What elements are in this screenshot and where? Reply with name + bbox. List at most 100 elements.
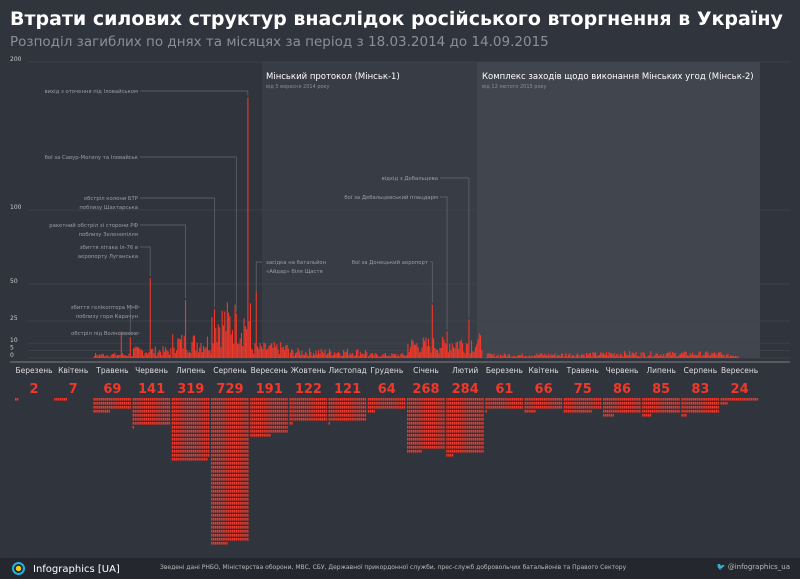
casualty-dot — [200, 442, 202, 445]
casualty-dot — [584, 398, 587, 401]
daily-bar — [501, 355, 503, 358]
casualty-dot — [267, 398, 269, 401]
casualty-dot — [173, 422, 176, 425]
casualty-dot — [239, 474, 241, 477]
casualty-dot — [127, 398, 129, 401]
casualty-dot — [472, 414, 475, 417]
casualty-dot — [426, 426, 428, 429]
casualty-dot — [319, 406, 322, 409]
casualty-dot — [625, 410, 628, 413]
casualty-dot — [280, 406, 282, 409]
casualty-dot — [451, 450, 454, 453]
daily-bar — [235, 313, 237, 358]
casualty-dot — [145, 414, 148, 417]
daily-bar — [589, 353, 591, 358]
casualty-dot — [252, 434, 254, 437]
daily-bar — [354, 355, 356, 358]
casualty-dot — [416, 422, 418, 425]
casualty-dot — [571, 402, 573, 405]
casualty-dot — [243, 530, 245, 533]
casualty-dot — [704, 410, 706, 413]
casualty-dot — [278, 410, 281, 413]
daily-bar — [118, 354, 120, 358]
casualty-dot — [214, 530, 217, 533]
daily-bar — [648, 355, 651, 358]
casualty-dot — [431, 446, 434, 449]
casualty-dot — [194, 442, 196, 445]
casualty-dot — [407, 438, 409, 441]
casualty-dot — [551, 402, 553, 405]
casualty-dot — [222, 478, 224, 481]
casualty-dot — [231, 482, 234, 485]
casualty-dot — [267, 434, 269, 437]
casualty-dot — [211, 526, 213, 529]
casualty-dot — [147, 410, 150, 413]
daily-bar — [382, 353, 384, 358]
casualty-dot — [233, 494, 236, 497]
casualty-dot — [394, 406, 396, 409]
casualty-dot — [467, 450, 469, 453]
daily-bar — [559, 355, 561, 358]
casualty-dot — [364, 406, 367, 409]
casualty-dot — [482, 434, 484, 437]
casualty-dot — [142, 410, 144, 413]
casualty-dot — [347, 406, 349, 409]
casualty-dot — [539, 406, 542, 409]
casualty-dot — [319, 402, 322, 405]
casualty-dot — [214, 454, 217, 457]
casualty-dot — [220, 506, 222, 509]
casualty-dot — [177, 398, 179, 401]
casualty-dot — [196, 454, 198, 457]
casualty-dot — [689, 398, 691, 401]
casualty-dot — [427, 442, 430, 445]
casualty-dot — [625, 398, 628, 401]
casualty-dot — [233, 482, 236, 485]
casualty-dot — [663, 402, 665, 405]
daily-bar — [588, 353, 590, 358]
casualty-dot — [228, 466, 230, 469]
casualty-dot — [179, 426, 181, 429]
casualty-dot — [715, 402, 717, 405]
casualty-dot — [271, 402, 273, 405]
casualty-dot — [267, 402, 269, 405]
casualty-dot — [269, 434, 271, 437]
casualty-dot — [231, 442, 234, 445]
daily-bar — [256, 346, 259, 358]
casualty-dot — [224, 434, 226, 437]
casualty-dot — [134, 422, 136, 425]
casualty-dot — [321, 402, 324, 405]
casualty-dot — [416, 446, 418, 449]
casualty-dot — [228, 526, 230, 529]
logo[interactable]: Infographics [UA] — [12, 562, 120, 575]
casualty-dot — [451, 418, 454, 421]
twitter-link[interactable]: 🐦 @infographics_ua — [717, 563, 790, 571]
casualty-dot — [713, 402, 716, 405]
casualty-dot — [639, 406, 641, 409]
casualty-dot — [353, 414, 355, 417]
casualty-dot — [192, 406, 195, 409]
casualty-dot — [407, 406, 409, 409]
casualty-dot — [470, 418, 473, 421]
casualty-dot — [580, 406, 583, 409]
casualty-dot — [218, 402, 220, 405]
casualty-dot — [579, 406, 581, 409]
casualty-dot — [446, 398, 448, 401]
casualty-dot — [521, 406, 523, 409]
annotation-leader — [140, 90, 249, 96]
casualty-dot — [247, 502, 249, 505]
casualty-dot — [224, 438, 226, 441]
casualty-dot — [437, 410, 439, 413]
casualty-dot — [181, 398, 183, 401]
casualty-dot — [235, 486, 238, 489]
casualty-dot — [282, 406, 284, 409]
casualty-dot — [681, 398, 683, 401]
casualty-dot — [233, 414, 236, 417]
casualty-dot — [247, 422, 249, 425]
casualty-dot — [500, 406, 502, 409]
casualty-dot — [571, 406, 573, 409]
casualty-dot — [513, 398, 516, 401]
casualty-dot — [706, 402, 708, 405]
casualty-dot — [448, 442, 450, 445]
daily-bar — [262, 349, 264, 358]
casualty-dot — [226, 450, 228, 453]
